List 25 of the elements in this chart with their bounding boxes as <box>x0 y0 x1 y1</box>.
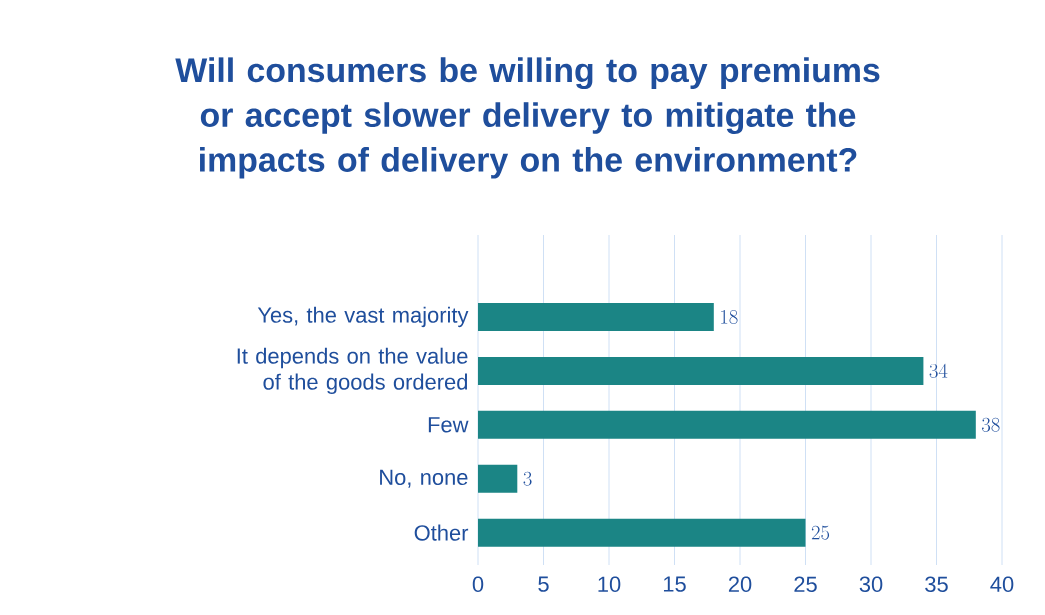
x-tick-label: 30 <box>859 576 883 593</box>
bar <box>478 518 806 547</box>
x-tick-label: 40 <box>990 576 1014 593</box>
x-tick-label: 10 <box>598 576 621 593</box>
y-tick-label: It depends on the value of the goods ordered <box>237 347 468 395</box>
x-tick-label: 25 <box>794 576 817 593</box>
x-tick-label: 5 <box>538 576 549 592</box>
data-label: 3 <box>523 471 532 486</box>
x-tick-label: 20 <box>728 576 752 593</box>
y-tick-label: Yes, the vast majority <box>257 306 469 328</box>
x-tick-label: 35 <box>925 576 948 593</box>
y-tick-label: Other <box>414 524 469 541</box>
y-tick-label: No, none <box>380 469 468 488</box>
bar <box>478 302 714 331</box>
x-tick-label: 0 <box>472 576 484 593</box>
data-label: 18 <box>721 309 738 324</box>
bar <box>478 356 924 385</box>
data-label: 25 <box>811 525 830 540</box>
bar <box>478 410 976 439</box>
bar <box>478 464 518 493</box>
chart-title: Will consumers be willing to pay premiums or accept slower delivery to mitigate the impacts of delivery on the environment? <box>175 57 880 179</box>
data-label: 34 <box>929 363 948 378</box>
y-tick-label: Few <box>428 417 469 433</box>
x-tick-label: 15 <box>663 576 686 592</box>
data-label: 38 <box>982 417 1000 432</box>
